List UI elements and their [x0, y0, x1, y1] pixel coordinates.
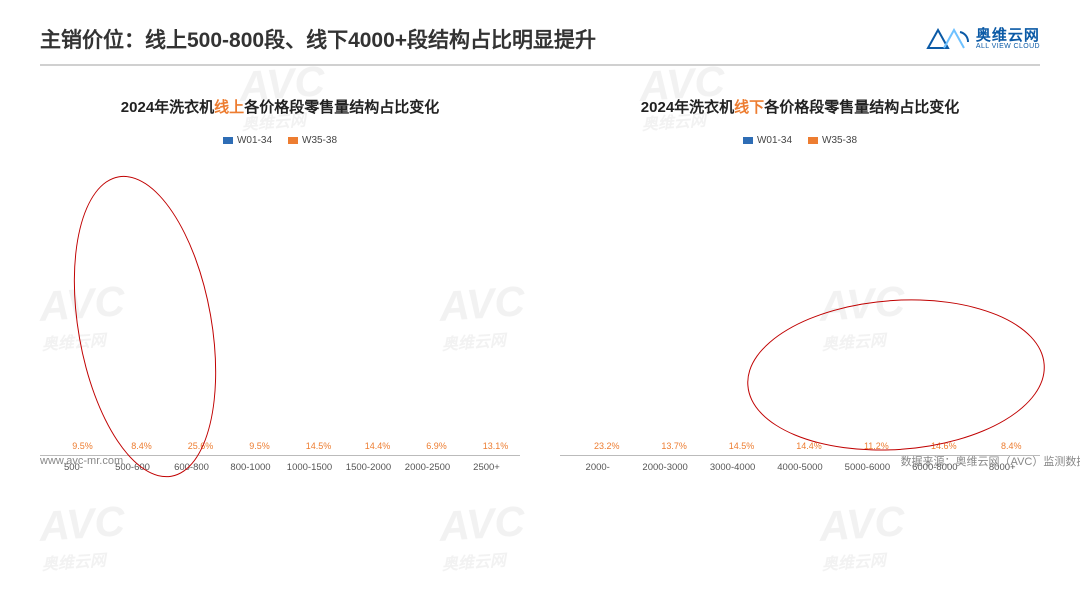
footer: www.avc-mr.com 数据来源：奥维云网（AVC）监测数据 -23- [40, 453, 1080, 469]
bar-value-label: 14.5% [306, 441, 332, 451]
bar-value-label: 8.4% [131, 441, 152, 451]
footer-source: 数据来源：奥维云网（AVC）监测数据 [901, 456, 1080, 468]
legend-swatch-1 [223, 137, 233, 144]
bar-value-label: 8.4% [1001, 441, 1022, 451]
bar-value-label: 14.4% [796, 441, 822, 451]
logo: 奥维云网 ALL VIEW CLOUD [926, 28, 1040, 50]
header: 主销价位：线上500-800段、线下4000+段结构占比明显提升 奥维云网 AL… [0, 0, 1080, 64]
bar-value-label: 23.2% [594, 441, 620, 451]
bar-value-label: 13.1% [483, 441, 509, 451]
logo-mark-icon [926, 28, 970, 50]
logo-text-cn: 奥维云网 [976, 28, 1040, 43]
bar-value-label: 9.5% [249, 441, 270, 451]
legend-swatch-2 [288, 137, 298, 144]
bar-value-label: 6.9% [426, 441, 447, 451]
chart-offline: 2024年洗衣机线下各价格段零售量结构占比变化 W01-34 W35-38 23… [560, 96, 1040, 473]
bar-value-label: 14.4% [365, 441, 391, 451]
chart-online-plot: 9.5% 8.4% 25.6% 9.5% 14.5% 14.4% 6.9% 13.1% [40, 156, 520, 456]
chart-online-title: 2024年洗衣机线上各价格段零售量结构占比变化 [40, 96, 520, 117]
bar-value-label: 13.7% [661, 441, 687, 451]
legend-swatch-1 [743, 137, 753, 144]
logo-text-en: ALL VIEW CLOUD [976, 43, 1040, 50]
bar-value-label: 11.2% [864, 441, 889, 451]
bar-value-label: 9.5% [72, 441, 93, 451]
bar-value-label: 14.6% [931, 441, 957, 451]
chart-online-legend: W01-34 W35-38 [40, 135, 520, 146]
chart-offline-plot: 23.2% 13.7% 14.5% 14.4% 11.2% 14.6% 8.4% [560, 156, 1040, 456]
page-title: 主销价位：线上500-800段、线下4000+段结构占比明显提升 [40, 24, 596, 54]
chart-offline-title: 2024年洗衣机线下各价格段零售量结构占比变化 [560, 96, 1040, 117]
chart-online: 2024年洗衣机线上各价格段零售量结构占比变化 W01-34 W35-38 9.… [40, 96, 520, 473]
footer-url: www.avc-mr.com [40, 455, 123, 467]
bar-value-label: 25.6% [188, 441, 214, 451]
bar-value-label: 14.5% [729, 441, 755, 451]
legend-swatch-2 [808, 137, 818, 144]
chart-offline-legend: W01-34 W35-38 [560, 135, 1040, 146]
